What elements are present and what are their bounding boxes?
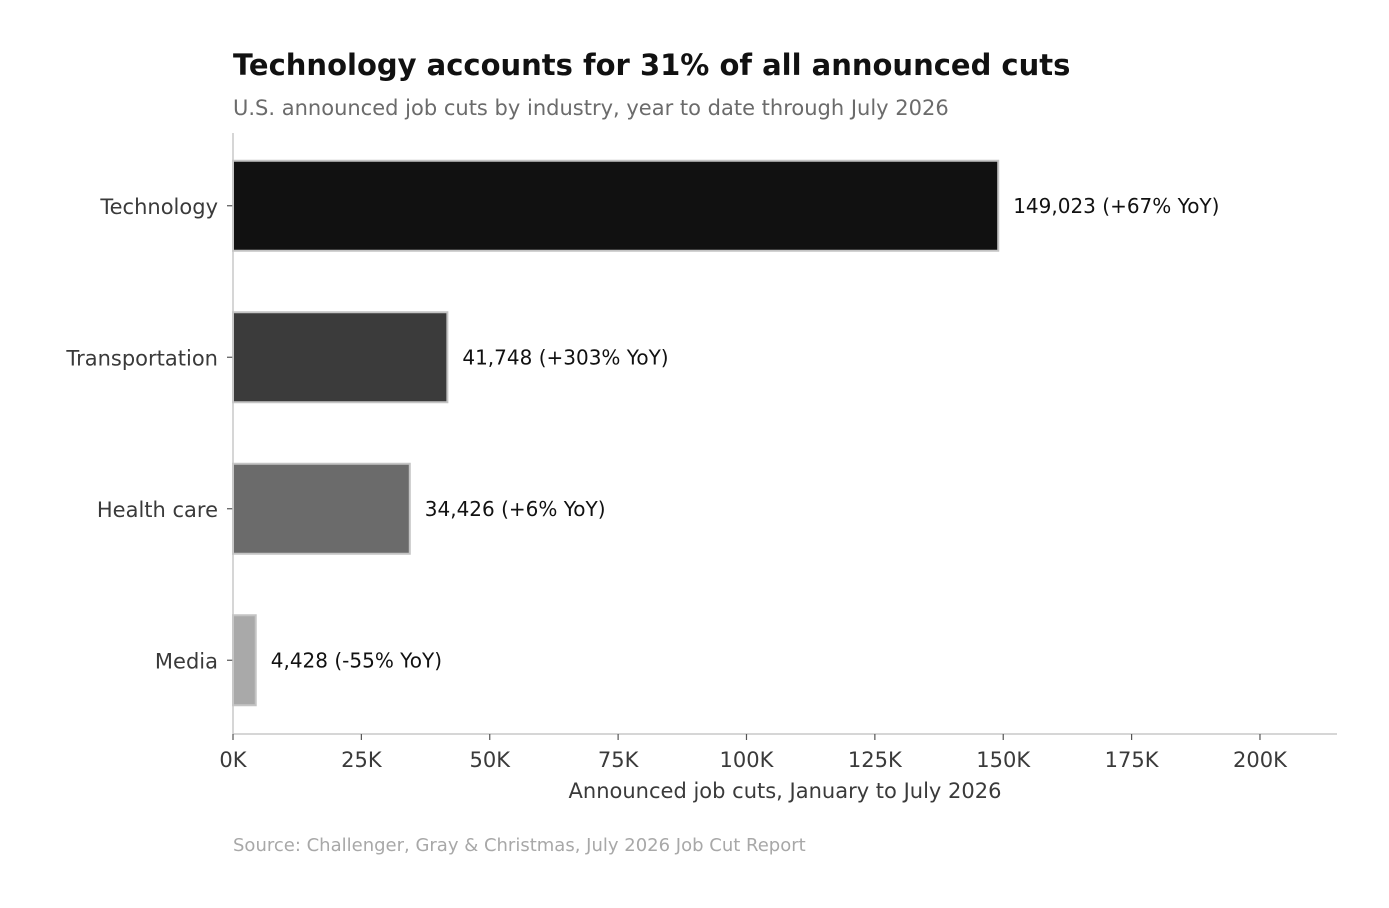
value-label: 41,748 (+303% YoY) xyxy=(462,345,668,369)
x-tick-label: 50K xyxy=(469,748,511,772)
source-note: Source: Challenger, Gray & Christmas, Ju… xyxy=(233,835,806,856)
category-label: Health care xyxy=(97,498,218,522)
value-label: 4,428 (-55% YoY) xyxy=(271,648,442,672)
category-label: Transportation xyxy=(65,346,218,370)
x-axis-title: Announced job cuts, January to July 2026 xyxy=(569,779,1002,803)
chart-subtitle: U.S. announced job cuts by industry, yea… xyxy=(233,96,949,120)
x-tick-label: 100K xyxy=(720,748,775,772)
value-label: 34,426 (+6% YoY) xyxy=(425,497,606,521)
x-tick-label: 75K xyxy=(598,748,640,772)
chart-title: Technology accounts for 31% of all annou… xyxy=(233,48,1071,82)
x-tick-label: 175K xyxy=(1105,748,1160,772)
x-tick-label: 200K xyxy=(1233,748,1288,772)
bar-technology xyxy=(232,159,1000,252)
bar-health-care xyxy=(232,462,411,555)
category-label: Media xyxy=(155,649,218,673)
x-tick-label: 25K xyxy=(341,748,383,772)
x-tick-label: 150K xyxy=(976,748,1031,772)
bar-media xyxy=(232,614,257,707)
x-tick-label: 125K xyxy=(848,748,903,772)
bars-group: 149,023 (+67% YoY) 41,748 (+303% YoY) 34,4… xyxy=(232,159,1219,707)
bar-transportation xyxy=(232,311,449,404)
value-label: 149,023 (+67% YoY) xyxy=(1013,194,1219,218)
category-label: Technology xyxy=(99,195,218,219)
axes-group: Technology Transportation Health care Media… xyxy=(65,133,1337,772)
x-tick-label: 0K xyxy=(219,748,247,772)
